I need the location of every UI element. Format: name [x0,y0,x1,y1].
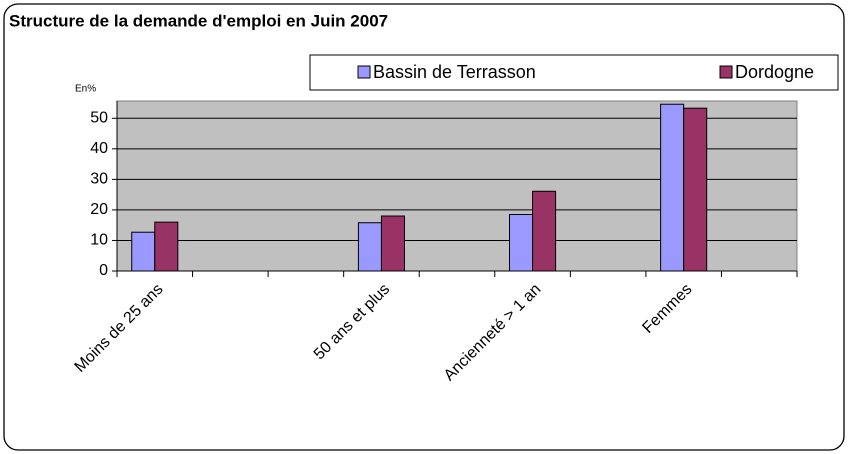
y-axis-label: En% [75,84,96,95]
legend-label: Bassin de Terrasson [373,62,536,82]
y-tick-label: 20 [90,201,108,218]
y-tick-label: 50 [90,109,108,126]
legend-swatch [357,65,371,79]
y-tick-label: 40 [90,140,108,157]
bar [509,213,534,272]
legend-label: Dordogne [735,62,814,82]
bar [683,107,708,272]
bar [131,231,156,272]
bar [357,222,382,272]
bar [154,221,179,272]
bar [532,190,557,272]
y-tick-label: 0 [99,262,108,279]
chart-title: Structure de la demande d'emploi en Juin… [9,11,388,30]
legend-box [309,54,839,91]
bar [380,215,405,272]
y-tick-label: 10 [90,232,108,249]
legend-swatch [719,65,733,79]
y-tick-label: 30 [90,171,108,188]
bar [660,103,685,272]
